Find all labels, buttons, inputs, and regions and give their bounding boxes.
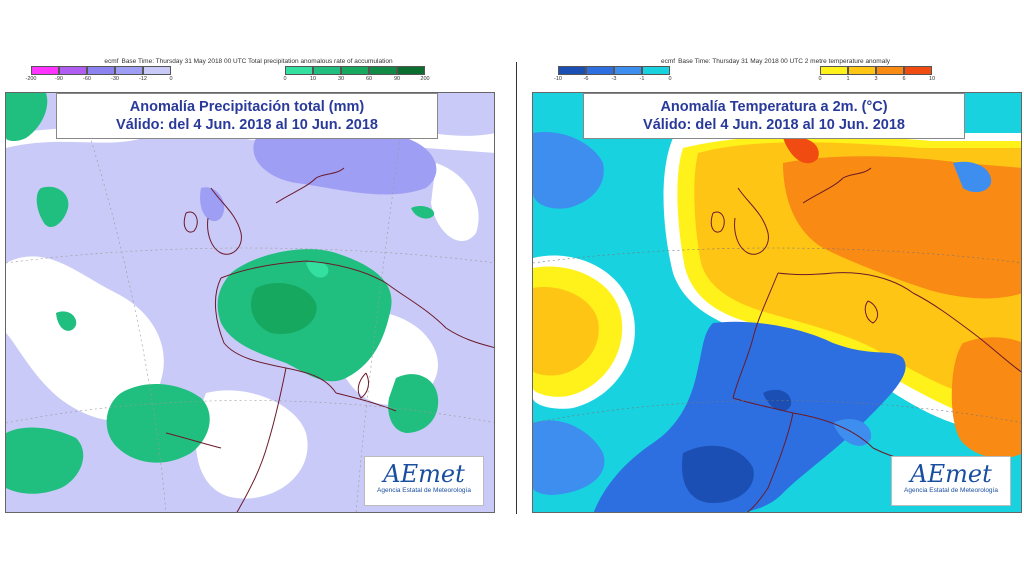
precip-legend-positive-ticks: 0 10 30 60 90 200 xyxy=(271,76,439,82)
precip-title-line2: Válido: del 4 Jun. 2018 al 10 Jun. 2018 xyxy=(116,117,378,133)
precip-legend-neg-swatch xyxy=(31,66,59,75)
precip-legend-neg-tick: 0 xyxy=(169,76,173,82)
temp-legend-neg-tick: -3 xyxy=(611,76,617,82)
precip-header-text: Base Time: Thursday 31 May 2018 00 UTC T… xyxy=(121,58,393,65)
temp-legend-neg-tick: 0 xyxy=(668,76,672,82)
precip-legend-pos-swatch xyxy=(397,66,425,75)
panel-divider xyxy=(516,62,517,514)
temp-legend-pos-tick: 3 xyxy=(874,76,878,82)
precip-legend-pos-swatch xyxy=(369,66,397,75)
temp-legend-pos-tick: 10 xyxy=(928,76,936,82)
precip-title-line1: Anomalía Precipitación total (mm) xyxy=(129,99,365,115)
temp-legend-neg-swatch xyxy=(614,66,642,75)
precip-legend-negative xyxy=(31,66,171,75)
temp-legend-pos-tick: 0 xyxy=(818,76,822,82)
precip-legend-neg-tick: -60 xyxy=(83,76,91,82)
temp-legend-pos-swatch xyxy=(820,66,848,75)
temp-title-box: Anomalía Temperatura a 2m. (°C) Válido: … xyxy=(583,93,965,139)
precip-legend-pos-tick: 10 xyxy=(309,76,317,82)
temp-legend-pos-tick: 1 xyxy=(846,76,850,82)
temp-legend-positive-ticks: 0 1 3 6 10 xyxy=(806,76,946,82)
precip-title-box: Anomalía Precipitación total (mm) Válido… xyxy=(56,93,438,139)
precip-legend-neg-swatch xyxy=(143,66,171,75)
temp-legend-pos-tick: 6 xyxy=(902,76,906,82)
precip-map-graphic xyxy=(6,93,494,512)
temp-legend-neg-tick: -6 xyxy=(583,76,589,82)
precip-legend-pos-tick: 200 xyxy=(420,76,430,82)
precip-legend-neg-tick: -200 xyxy=(25,76,37,82)
precip-legend-pos-swatch xyxy=(285,66,313,75)
temp-legend-neg-swatch xyxy=(642,66,670,75)
precip-legend-pos-tick: 0 xyxy=(283,76,287,82)
temp-header-source: ecmf xyxy=(660,58,676,65)
precip-header-source: ecmf xyxy=(104,58,119,65)
precip-legend-neg-tick: -90 xyxy=(55,76,63,82)
aemet-logo-right: AEmet Agencia Estatal de Meteorología xyxy=(891,456,1011,506)
temp-legend-pos-swatch xyxy=(848,66,876,75)
temp-legend-negative xyxy=(558,66,670,75)
precip-legend-neg-tick: -30 xyxy=(111,76,119,82)
precip-legend-positive xyxy=(285,66,425,75)
temp-header-text: Base Time: Thursday 31 May 2018 00 UTC 2… xyxy=(678,58,891,65)
precip-legend-neg-swatch xyxy=(59,66,87,75)
aemet-logo-brand: AEmet xyxy=(910,460,992,488)
precip-legend-pos-swatch xyxy=(313,66,341,75)
temp-legend-neg-tick: -10 xyxy=(554,76,562,82)
temp-map: Anomalía Temperatura a 2m. (°C) Válido: … xyxy=(532,92,1022,513)
temp-header: ecmf Base Time: Thursday 31 May 2018 00 U… xyxy=(532,58,1022,65)
temperature-panel: ecmf Base Time: Thursday 31 May 2018 00 U… xyxy=(532,58,1022,514)
temp-legend-pos-swatch xyxy=(904,66,932,75)
precip-legend-pos-tick: 60 xyxy=(365,76,373,82)
aemet-logo-brand: AEmet xyxy=(383,460,465,488)
temp-title-line2: Válido: del 4 Jun. 2018 al 10 Jun. 2018 xyxy=(643,117,905,133)
temp-legend-positive xyxy=(820,66,932,75)
precip-legend-pos-tick: 30 xyxy=(337,76,345,82)
precip-legend-pos-swatch xyxy=(341,66,369,75)
precip-legend-neg-swatch xyxy=(87,66,115,75)
temp-legend-neg-swatch xyxy=(558,66,586,75)
aemet-logo-left: AEmet Agencia Estatal de Meteorología xyxy=(364,456,484,506)
precip-legend-negative-ticks: -200 -90 -60 -30 -12 0 xyxy=(17,76,185,82)
temp-title-line1: Anomalía Temperatura a 2m. (°C) xyxy=(660,99,888,115)
aemet-logo-subtitle: Agencia Estatal de Meteorología xyxy=(377,487,471,494)
precipitation-panel: ecmf Base Time: Thursday 31 May 2018 00 U… xyxy=(5,58,495,514)
temp-legend-pos-swatch xyxy=(876,66,904,75)
temp-legend-negative-ticks: -10 -6 -3 -1 0 xyxy=(544,76,684,82)
temp-legend-neg-tick: -1 xyxy=(639,76,645,82)
precip-header: ecmf Base Time: Thursday 31 May 2018 00 U… xyxy=(5,58,495,65)
precip-legend-neg-swatch xyxy=(115,66,143,75)
temp-legend-neg-swatch xyxy=(586,66,614,75)
temp-map-graphic xyxy=(533,126,1021,512)
aemet-logo-subtitle: Agencia Estatal de Meteorología xyxy=(904,487,998,494)
precip-legend-pos-tick: 90 xyxy=(393,76,401,82)
precip-legend-neg-tick: -12 xyxy=(139,76,147,82)
precip-map: Anomalía Precipitación total (mm) Válido… xyxy=(5,92,495,513)
